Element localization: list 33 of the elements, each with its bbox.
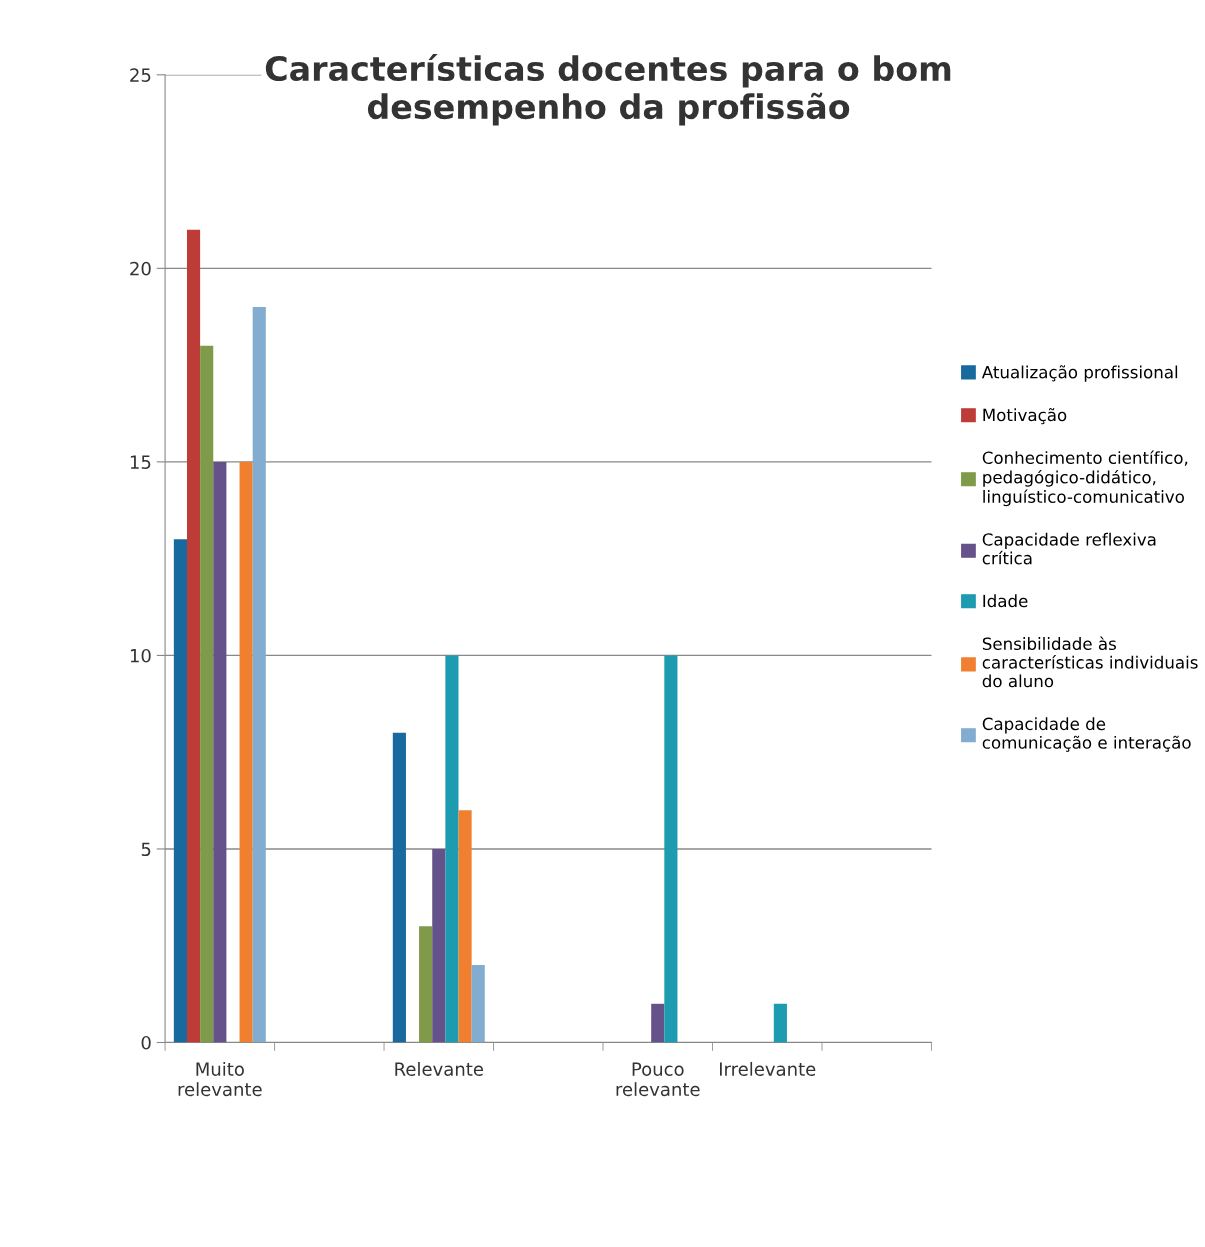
y-tick-label: 5 (141, 842, 151, 857)
legend-label: Capacidade reflexiva crítica (982, 532, 1156, 565)
bar (186, 229, 201, 1043)
bar (252, 307, 266, 1043)
bar (419, 926, 433, 1043)
bar (773, 1003, 787, 1043)
y-tick-label: 20 (130, 261, 151, 276)
x-tick-label: Muito relevante (178, 1061, 262, 1097)
legend-label: Idade (983, 594, 1028, 608)
x-tick-label: Irrelevante (719, 1061, 816, 1076)
bar (651, 1003, 665, 1043)
y-tick-label: 0 (141, 1035, 151, 1050)
y-tick-label: 25 (130, 68, 151, 82)
y-tick-label: 15 (130, 455, 151, 470)
bar (471, 965, 485, 1043)
legend-label: Motivação (983, 408, 1067, 425)
x-tick-label: Relevante (395, 1061, 483, 1076)
bar (432, 848, 446, 1043)
y-tick-label: 10 (130, 648, 151, 663)
bar (173, 539, 187, 1043)
bar (392, 732, 406, 1043)
x-tick-label: Pouco relevante (616, 1062, 700, 1097)
chart-title: Características docentes para o bom desempenho da profissão (265, 53, 951, 126)
bar (458, 810, 472, 1043)
bar (664, 655, 678, 1043)
legend-label: Capacidade de comunicação e interação (982, 717, 1191, 752)
bar (213, 461, 227, 1043)
bar (445, 655, 459, 1043)
bar (239, 461, 253, 1043)
legend-label: Atualização profissional (981, 365, 1178, 382)
legend-label: Conhecimento científico, pedagógico-didático, linguístico-comunicativo (982, 450, 1188, 507)
bar (200, 345, 214, 1043)
legend-label: Sensibilidade às características individuais do aluno (982, 636, 1198, 688)
